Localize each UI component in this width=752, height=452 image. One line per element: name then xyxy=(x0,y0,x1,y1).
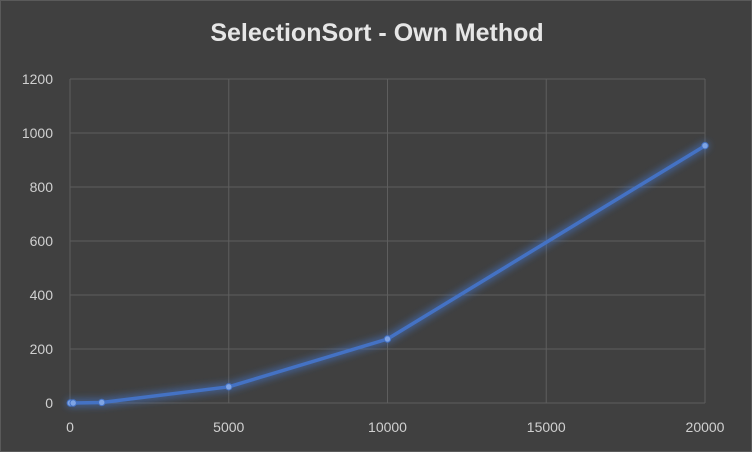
y-tick-label: 800 xyxy=(30,179,54,195)
gridlines xyxy=(69,78,706,404)
chart-title: SelectionSort - Own Method xyxy=(210,19,544,47)
y-tick-label: 400 xyxy=(30,287,54,303)
data-point xyxy=(701,141,709,150)
y-tick-label: 0 xyxy=(45,395,53,411)
x-tick-label: 10000 xyxy=(368,419,407,435)
y-tick-label: 600 xyxy=(30,233,54,249)
x-tick-label: 5000 xyxy=(213,419,244,435)
data-point xyxy=(98,398,106,407)
series-layer xyxy=(65,141,710,408)
y-tick-label: 1000 xyxy=(22,125,53,141)
y-tick-label: 200 xyxy=(30,341,54,357)
x-tick-label: 15000 xyxy=(527,419,566,435)
data-point xyxy=(383,335,392,343)
x-tick-label: 0 xyxy=(66,419,74,435)
x-tick-label: 20000 xyxy=(686,419,725,435)
data-point xyxy=(225,383,233,391)
data-point xyxy=(69,399,77,407)
y-tick-label: 1200 xyxy=(22,71,53,87)
axes: 0 200 400 600 800 1000 1200 0 5000 10000 15000 2000… xyxy=(22,71,725,435)
